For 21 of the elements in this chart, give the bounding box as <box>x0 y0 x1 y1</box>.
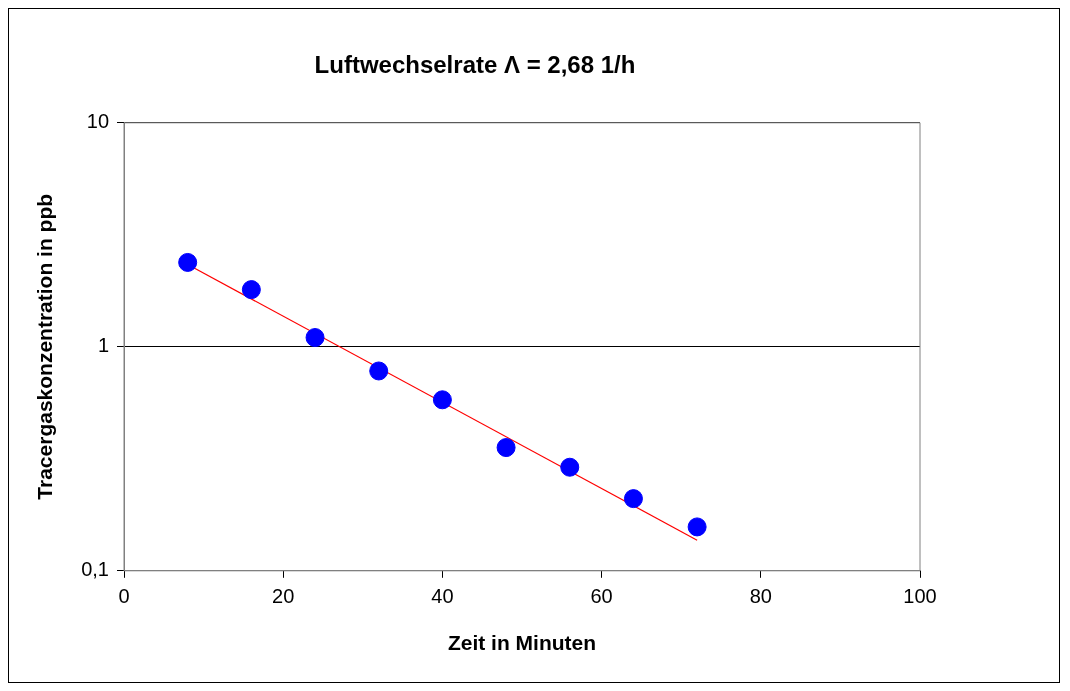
point <box>241 280 261 300</box>
x-tick-label: 0 <box>118 585 130 608</box>
point <box>369 361 389 381</box>
point <box>305 328 325 348</box>
point <box>178 252 198 272</box>
point <box>623 489 643 509</box>
point <box>560 457 580 477</box>
x-tick-label: 60 <box>590 585 613 608</box>
point <box>432 390 452 410</box>
x-tick-label: 20 <box>272 585 295 608</box>
chart-title: Luftwechselrate Λ = 2,68 1/h <box>314 51 636 79</box>
point <box>687 517 707 537</box>
x-tick-label: 40 <box>431 585 454 608</box>
y-tick-label: 10 <box>86 110 109 133</box>
x-axis-title: Zeit in Minuten <box>447 631 597 655</box>
x-tick-label: 80 <box>749 585 772 608</box>
point <box>496 438 516 458</box>
y-axis-title: Tracergaskonzentration in ppb <box>33 193 57 500</box>
x-tick-label: 100 <box>903 585 937 608</box>
y-tick-label: 0,1 <box>81 558 109 581</box>
y-tick-label: 1 <box>97 334 109 357</box>
